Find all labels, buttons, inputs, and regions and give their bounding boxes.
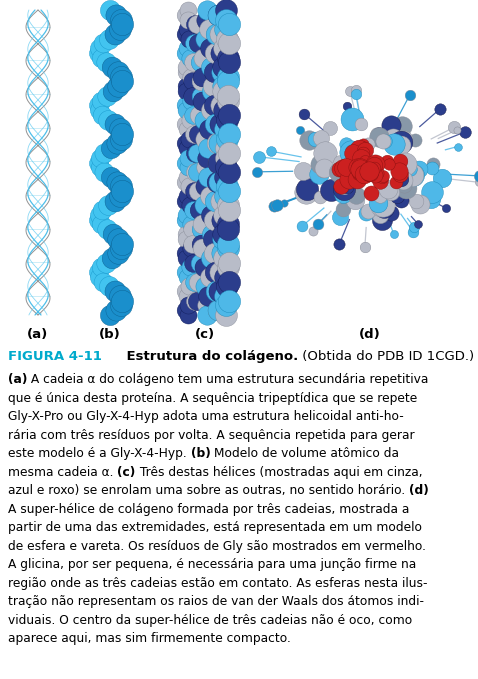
Text: (d): (d) [409,484,429,497]
Text: (b): (b) [99,328,121,341]
Text: (a): (a) [8,373,27,386]
Text: aparece aqui, mas sim firmemente compacto.: aparece aqui, mas sim firmemente compact… [8,632,291,645]
Text: Gly-X-Pro ou Gly-X-4-Hyp adota uma estrutura helicoidal anti-ho-: Gly-X-Pro ou Gly-X-4-Hyp adota uma estru… [8,410,404,423]
Text: (Obtida do PDB ID 1CGD.): (Obtida do PDB ID 1CGD.) [298,350,474,363]
Text: (b): (b) [191,447,210,460]
Text: rária com três resíduos por volta. A sequência repetida para gerar: rária com três resíduos por volta. A seq… [8,428,414,441]
Text: Estrutura do colágeno.: Estrutura do colágeno. [108,350,298,363]
Text: A glicina, por ser pequena, é necessária para uma junção firme na: A glicina, por ser pequena, é necessária… [8,558,416,571]
Text: que é única desta proteína. A sequência tripeptídica que se repete: que é única desta proteína. A sequência … [8,392,417,405]
Text: (d): (d) [359,328,381,341]
Text: A cadeia α do colágeno tem uma estrutura secundária repetitiva: A cadeia α do colágeno tem uma estrutura… [27,373,429,386]
Text: (a): (a) [27,328,49,341]
Text: viduais. O centro da super-hélice de três cadeias não é oco, como: viduais. O centro da super-hélice de trê… [8,614,412,627]
Text: (c): (c) [118,466,136,479]
Text: azul e roxo) se enrolam uma sobre as outras, no sentido horário.: azul e roxo) se enrolam uma sobre as out… [8,484,409,497]
Text: região onde as três cadeias estão em contato. As esferas nesta ilus-: região onde as três cadeias estão em con… [8,576,427,589]
Text: FIGURA 4-11: FIGURA 4-11 [8,350,102,363]
Text: de esfera e vareta. Os resíduos de Gly são mostrados em vermelho.: de esfera e vareta. Os resíduos de Gly s… [8,540,426,553]
Text: este modelo é a Gly-X-4-Hyp.: este modelo é a Gly-X-4-Hyp. [8,447,191,460]
Text: Três destas hélices (mostradas aqui em cinza,: Três destas hélices (mostradas aqui em c… [136,466,422,479]
Text: partir de uma das extremidades, está representada em um modelo: partir de uma das extremidades, está rep… [8,521,422,534]
Text: (c): (c) [195,328,215,341]
Text: Modelo de volume atômico da: Modelo de volume atômico da [210,447,400,460]
Text: tração não representam os raios de van der Waals dos átomos indi-: tração não representam os raios de van d… [8,595,424,608]
Text: A super-hélice de colágeno formada por três cadeias, mostrada a: A super-hélice de colágeno formada por t… [8,502,409,515]
Text: mesma cadeia α.: mesma cadeia α. [8,466,118,479]
